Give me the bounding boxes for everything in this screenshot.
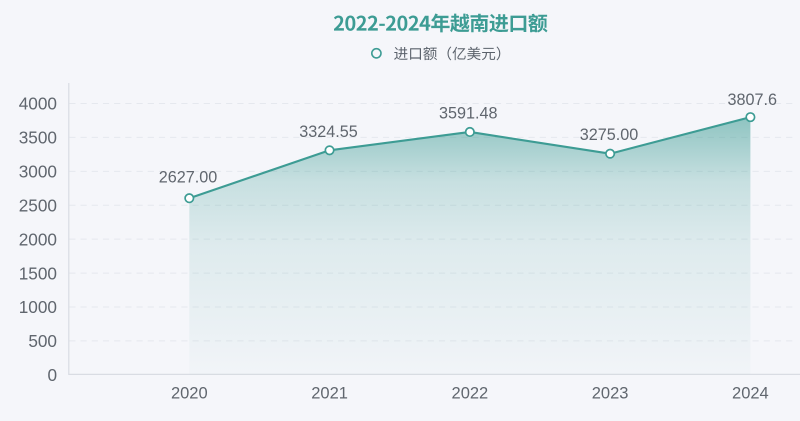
svg-text:1000: 1000 [19, 297, 57, 317]
svg-text:2022: 2022 [452, 384, 489, 402]
svg-text:2000: 2000 [19, 229, 57, 249]
svg-text:3324.55: 3324.55 [299, 123, 358, 141]
svg-text:2024: 2024 [732, 384, 769, 402]
svg-text:3591.48: 3591.48 [439, 105, 498, 123]
svg-text:4000: 4000 [19, 94, 57, 114]
svg-text:500: 500 [28, 331, 57, 351]
svg-text:2627.00: 2627.00 [159, 169, 218, 187]
svg-text:2020: 2020 [171, 384, 208, 402]
svg-text:3500: 3500 [19, 128, 57, 148]
svg-text:2500: 2500 [19, 196, 57, 216]
svg-text:3000: 3000 [19, 162, 57, 182]
svg-text:3807.6: 3807.6 [727, 91, 777, 109]
svg-text:1500: 1500 [19, 263, 57, 283]
svg-text:0: 0 [47, 365, 57, 385]
svg-text:2023: 2023 [592, 384, 629, 402]
svg-text:2021: 2021 [311, 384, 348, 402]
svg-text:3275.00: 3275.00 [580, 126, 639, 144]
